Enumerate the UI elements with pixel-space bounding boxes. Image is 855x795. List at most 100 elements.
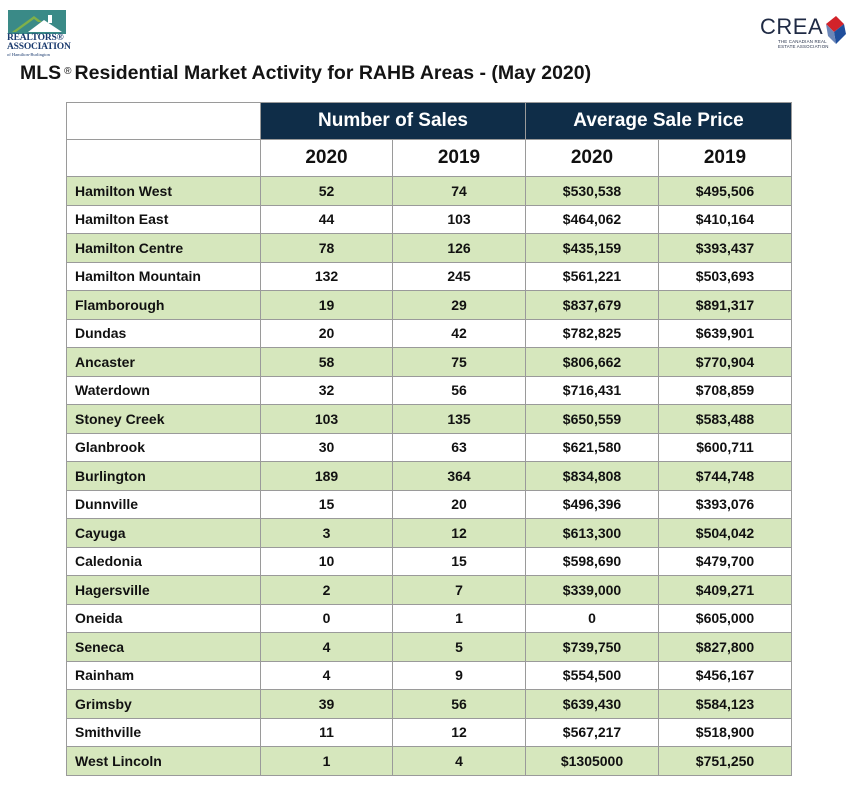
price-2020-cell: $496,396 — [525, 489, 659, 519]
sales-2020-cell: 44 — [260, 204, 393, 234]
area-cell: Dundas — [66, 318, 261, 348]
sales-2020-cell: 15 — [260, 489, 393, 519]
price-2019-cell: $751,250 — [658, 746, 792, 776]
sales-2020-cell: 103 — [260, 404, 393, 434]
sales-2019-cell: 74 — [392, 176, 526, 206]
price-2020-cell: $837,679 — [525, 290, 659, 320]
house-roof-icon — [8, 10, 66, 34]
price-2020-cell: $621,580 — [525, 432, 659, 462]
area-cell: Grimsby — [66, 689, 261, 719]
sales-2020-cell: 52 — [260, 176, 393, 206]
table-row: Caledonia 10 15 $598,690 $479,700 — [66, 546, 792, 576]
area-cell: Caledonia — [66, 546, 261, 576]
area-cell: Flamborough — [66, 290, 261, 320]
title-registered-mark: ® — [64, 66, 72, 77]
price-2020-cell: $435,159 — [525, 233, 659, 263]
sales-2020-cell: 11 — [260, 717, 393, 747]
price-2020-cell: $834,808 — [525, 461, 659, 491]
crea-logo-word: CREA — [760, 14, 824, 39]
table-row: Hamilton Mountain 132 245 $561,221 $503,693 — [66, 261, 792, 291]
price-2020-cell: $739,750 — [525, 632, 659, 662]
sales-2019-cell: 5 — [392, 632, 526, 662]
sales-2019-cell: 42 — [392, 318, 526, 348]
price-2020-cell: $639,430 — [525, 689, 659, 719]
sales-2020-cell: 32 — [260, 375, 393, 405]
table-row: Dundas 20 42 $782,825 $639,901 — [66, 318, 792, 348]
title-prefix: MLS — [20, 62, 62, 84]
price-2020-cell: $339,000 — [525, 575, 659, 605]
area-cell: Ancaster — [66, 347, 261, 377]
price-2019-cell: $393,437 — [658, 233, 792, 263]
sales-2019-cell: 7 — [392, 575, 526, 605]
area-cell: Hamilton East — [66, 204, 261, 234]
table-row: Flamborough 19 29 $837,679 $891,317 — [66, 290, 792, 320]
sales-2019-cell: 29 — [392, 290, 526, 320]
sales-2019-cell: 20 — [392, 489, 526, 519]
area-cell: Glanbrook — [66, 432, 261, 462]
area-cell: Waterdown — [66, 375, 261, 405]
sales-2019-cell: 135 — [392, 404, 526, 434]
table-row: Glanbrook 30 63 $621,580 $600,711 — [66, 432, 792, 462]
area-cell: Hamilton West — [66, 176, 261, 206]
sales-2019-cell: 4 — [392, 746, 526, 776]
sales-2020-cell: 20 — [260, 318, 393, 348]
sales-2020-cell: 4 — [260, 632, 393, 662]
price-2020-cell: $613,300 — [525, 518, 659, 548]
area-cell: Cayuga — [66, 518, 261, 548]
sales-2019-header: 2019 — [392, 139, 526, 177]
table-row: Grimsby 39 56 $639,430 $584,123 — [66, 689, 792, 719]
sales-2020-cell: 2 — [260, 575, 393, 605]
price-2020-cell: $598,690 — [525, 546, 659, 576]
area-cell: Hamilton Mountain — [66, 261, 261, 291]
sales-2020-cell: 78 — [260, 233, 393, 263]
price-2019-cell: $708,859 — [658, 375, 792, 405]
price-2019-cell: $495,506 — [658, 176, 792, 206]
sales-2020-cell: 189 — [260, 461, 393, 491]
price-2020-cell: $554,500 — [525, 660, 659, 690]
price-2019-cell: $744,748 — [658, 461, 792, 491]
price-2019-cell: $503,693 — [658, 261, 792, 291]
price-2019-cell: $770,904 — [658, 347, 792, 377]
sales-2019-cell: 56 — [392, 375, 526, 405]
crea-logo: CREA THE CANADIAN REAL ESTATE ASSOCIATIO… — [758, 14, 848, 54]
sales-2019-cell: 12 — [392, 717, 526, 747]
area-cell: Seneca — [66, 632, 261, 662]
area-cell: West Lincoln — [66, 746, 261, 776]
sales-2019-cell: 364 — [392, 461, 526, 491]
sales-2019-cell: 126 — [392, 233, 526, 263]
sales-2020-cell: 19 — [260, 290, 393, 320]
area-cell: Dunnville — [66, 489, 261, 519]
sales-2020-cell: 0 — [260, 603, 393, 633]
table-row: Dunnville 15 20 $496,396 $393,076 — [66, 489, 792, 519]
sales-2020-header: 2020 — [260, 139, 393, 177]
price-2019-cell: $584,123 — [658, 689, 792, 719]
table-row: Hamilton West 52 74 $530,538 $495,506 — [66, 176, 792, 206]
price-2019-cell: $504,042 — [658, 518, 792, 548]
sales-2020-cell: 1 — [260, 746, 393, 776]
sales-2019-cell: 75 — [392, 347, 526, 377]
rahb-logo-text: REALTORS® ASSOCIATION of Hamilton-Burlin… — [7, 33, 71, 58]
title-rest: Residential Market Activity for RAHB Are… — [74, 62, 592, 84]
crea-logo-subtitle: THE CANADIAN REAL ESTATE ASSOCIATION — [778, 39, 829, 49]
price-2019-cell: $409,271 — [658, 575, 792, 605]
table-row: Stoney Creek 103 135 $650,559 $583,488 — [66, 404, 792, 434]
group-header-row: Number of Sales Average Sale Price — [66, 102, 792, 140]
price-2019-cell: $639,901 — [658, 318, 792, 348]
sales-2020-cell: 3 — [260, 518, 393, 548]
sales-2019-cell: 12 — [392, 518, 526, 548]
price-2019-cell: $479,700 — [658, 546, 792, 576]
area-cell: Burlington — [66, 461, 261, 491]
price-2020-cell: $561,221 — [525, 261, 659, 291]
rahb-logo: REALTORS® ASSOCIATION of Hamilton-Burlin… — [7, 10, 71, 62]
price-2020-cell: $464,062 — [525, 204, 659, 234]
price-2020-cell: $650,559 — [525, 404, 659, 434]
price-2020-header: 2020 — [525, 139, 659, 177]
sales-2019-cell: 56 — [392, 689, 526, 719]
table-row: Hamilton Centre 78 126 $435,159 $393,437 — [66, 233, 792, 263]
price-2020-cell: $716,431 — [525, 375, 659, 405]
area-cell: Oneida — [66, 603, 261, 633]
price-2019-cell: $891,317 — [658, 290, 792, 320]
number-of-sales-header: Number of Sales — [260, 102, 526, 140]
price-2019-cell: $456,167 — [658, 660, 792, 690]
price-2019-cell: $583,488 — [658, 404, 792, 434]
